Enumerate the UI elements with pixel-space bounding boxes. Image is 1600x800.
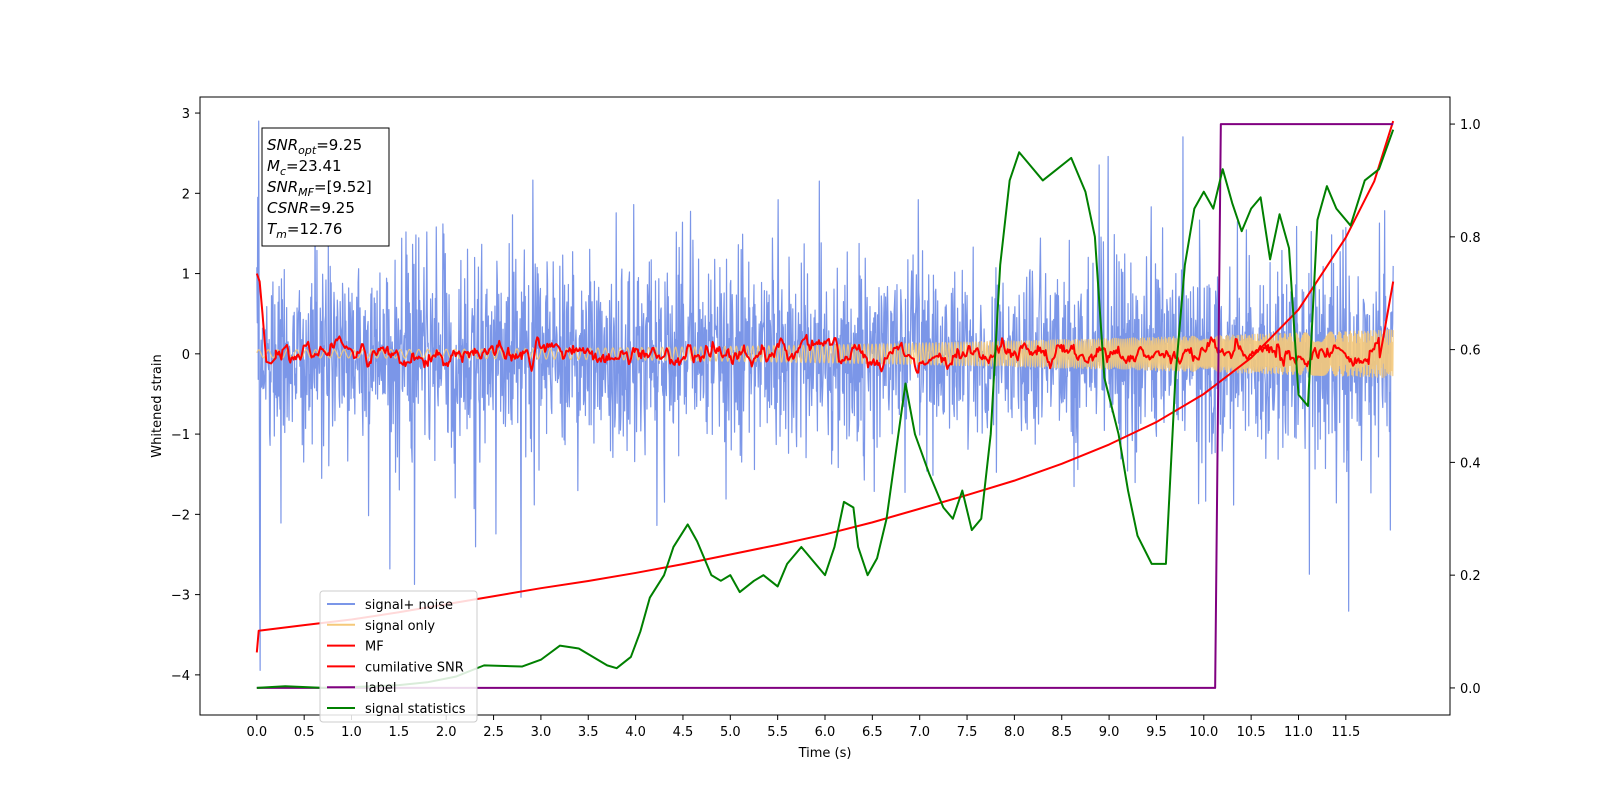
annotation-line: Mc=23.41	[267, 157, 342, 178]
y-tick-label: 0	[182, 348, 190, 363]
y-right-tick-label: 1.0	[1460, 118, 1481, 133]
y-tick-label: 1	[182, 268, 190, 283]
x-tick-label: 0.5	[294, 725, 315, 740]
x-tick-label: 3.0	[531, 725, 552, 740]
x-tick-label: 7.5	[957, 725, 978, 740]
x-tick-label: 5.0	[720, 725, 741, 740]
y-axis-label: Whitened strain	[150, 354, 165, 457]
series-mf	[255, 273, 1395, 374]
legend-entry: label	[365, 681, 396, 696]
y-tick-label: −3	[171, 589, 190, 604]
x-tick-label: 9.5	[1146, 725, 1167, 740]
x-tick-label: 2.0	[436, 725, 457, 740]
series-signal-only	[256, 329, 1394, 379]
x-tick-label: 1.5	[389, 725, 410, 740]
x-tick-label: 11.5	[1331, 725, 1360, 740]
x-tick-label: 4.0	[625, 725, 646, 740]
x-tick-label: 9.0	[1099, 725, 1120, 740]
legend-entry: MF	[365, 640, 384, 655]
y-tick-label: −1	[171, 428, 190, 443]
annotation-frame	[261, 127, 390, 247]
y-right-tick-label: 0.2	[1460, 569, 1481, 584]
annotation-line: CSNR=9.25	[267, 199, 355, 217]
legend-entry: cumilative SNR	[365, 660, 464, 675]
legend-frame	[319, 590, 478, 723]
annotation-line: SNRopt=9.25	[267, 136, 362, 157]
x-tick-label: 4.5	[673, 725, 694, 740]
x-tick-label: 11.0	[1284, 725, 1313, 740]
ticks-layer: 0.0 0.5 1.0 1.5 2.0 2.5 3.0 3.5 4.0 4.5 5.0 5.5 6.0 6…	[171, 107, 1481, 740]
x-tick-label: 6.0	[815, 725, 836, 740]
x-tick-label: 8.0	[1004, 725, 1025, 740]
y-tick-label: 3	[182, 107, 190, 122]
series-signal-statistics	[256, 129, 1395, 689]
legend-entry: signal+ noise	[365, 598, 453, 613]
y-right-tick-label: 0.6	[1460, 344, 1481, 359]
series-signal-plus-noise	[256, 120, 1394, 671]
y-tick-label: 2	[182, 187, 190, 202]
x-tick-label: 10.5	[1237, 725, 1266, 740]
x-tick-label: 2.5	[483, 725, 504, 740]
x-tick-label: 3.5	[578, 725, 599, 740]
x-axis-label: Time (s)	[798, 746, 852, 761]
x-tick-label: 7.0	[909, 725, 930, 740]
x-tick-label: 1.0	[341, 725, 362, 740]
x-tick-label: 10.0	[1189, 725, 1218, 740]
legend-entry: signal statistics	[365, 702, 466, 717]
y-tick-label: −4	[171, 669, 190, 684]
legend-entry: signal only	[365, 619, 435, 634]
stats-annotation-box: SNRopt=9.25Mc=23.41SNRMF=[9.52]CSNR=9.25…	[261, 127, 390, 247]
x-tick-label: 6.5	[862, 725, 883, 740]
x-tick-label: 8.5	[1051, 725, 1072, 740]
legend: signal+ noise signal only MF cumilative SNR…	[319, 590, 478, 723]
y-right-tick-label: 0.0	[1460, 682, 1481, 697]
y-tick-label: −2	[171, 508, 190, 523]
annotation-line: SNRMF=[9.52]	[267, 178, 372, 199]
y-right-tick-label: 0.8	[1460, 231, 1481, 246]
series-label	[256, 123, 1394, 689]
x-tick-label: 0.0	[246, 725, 267, 740]
y-right-tick-label: 0.4	[1460, 456, 1481, 471]
annotation-line: Tm=12.76	[267, 220, 342, 241]
x-tick-label: 5.5	[767, 725, 788, 740]
